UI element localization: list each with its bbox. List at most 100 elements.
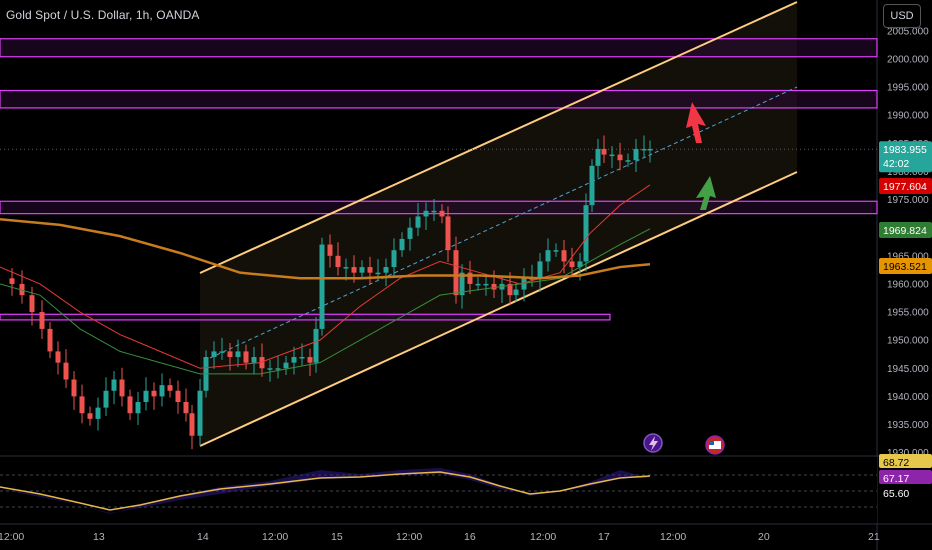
time-tick-label: 13 [93, 531, 105, 543]
ma-mid-line [0, 228, 651, 375]
candle-body [79, 396, 85, 414]
time-tick-label: 20 [758, 531, 770, 543]
time-tick-label: 12:00 [530, 531, 556, 543]
candle-body [601, 148, 607, 155]
candle-body [307, 357, 313, 363]
time-tick-label: 15 [331, 531, 343, 543]
candle-body [87, 413, 93, 419]
ma-mid-badge [879, 222, 932, 238]
countdown-label: 42:02 [883, 158, 909, 170]
us-flag-icon-stripe [709, 441, 721, 449]
candle-body [647, 148, 653, 151]
candle-body [313, 328, 319, 363]
resistance-zone [0, 313, 611, 321]
candle-body [119, 379, 125, 397]
candle-body [521, 278, 527, 290]
oscillator-fill [0, 468, 650, 514]
candle-body [197, 390, 203, 436]
candle-body [159, 385, 165, 397]
candle-body [267, 368, 273, 370]
price-tick-label: 1995.000 [887, 83, 929, 94]
candle-body [219, 351, 225, 353]
candle-body [71, 379, 77, 397]
price-tick-label: 1935.000 [887, 420, 929, 431]
candle-body [367, 267, 373, 273]
candle-body [359, 267, 365, 273]
candle-body [507, 283, 513, 296]
price-tick-label: 1980.000 [887, 167, 929, 178]
resistance-zone [0, 38, 878, 58]
candle-body [19, 283, 25, 296]
ma-slow-badge-label: 1963.521 [883, 261, 927, 273]
channel-upper-line [199, 1, 798, 274]
candle-body [291, 357, 297, 363]
candle-body [111, 379, 117, 391]
candle-body [175, 390, 181, 403]
candle-body [39, 312, 45, 329]
candle-body [9, 278, 15, 284]
candle-body [445, 216, 451, 251]
candle-body [47, 328, 53, 352]
candle-body [609, 154, 615, 157]
candle-body [589, 165, 595, 206]
candle-body [167, 385, 173, 391]
time-tick-label: 12:00 [660, 531, 686, 543]
candle-body [227, 351, 233, 358]
candle-body [251, 357, 257, 363]
channel-mid-line [209, 86, 798, 359]
time-tick-label: 12:00 [0, 531, 24, 543]
osc-top-badge-label: 68.72 [883, 457, 909, 469]
oscillator-line [0, 471, 651, 511]
ma-fast-badge [879, 178, 932, 194]
candle-body [335, 255, 341, 268]
price-tick-label: 1965.000 [887, 251, 929, 262]
candle-body [103, 390, 109, 408]
osc-mid-badge-label: 67.17 [883, 473, 909, 485]
candle-body [151, 390, 157, 397]
ma-fast-badge-label: 1977.604 [883, 181, 927, 193]
candle-body [95, 407, 101, 419]
time-tick-label: 16 [464, 531, 476, 543]
candle-body [29, 295, 35, 313]
price-tick-label: 1990.000 [887, 111, 929, 122]
candle-body [633, 148, 639, 161]
candle-body [55, 351, 61, 363]
candle-body [127, 396, 133, 414]
candle-body [143, 390, 149, 403]
price-tick-label: 1955.000 [887, 308, 929, 319]
time-tick-label: 12:00 [396, 531, 422, 543]
candle-body [351, 267, 357, 273]
candle-body [577, 261, 583, 268]
candle-body [641, 148, 647, 151]
ma-slow-badge [879, 258, 932, 274]
candle-body [545, 250, 551, 262]
currency-button[interactable]: USD [883, 4, 921, 28]
candle-body [569, 261, 575, 268]
price-tick-label: 2000.000 [887, 55, 929, 66]
down-arrow-icon [686, 102, 706, 143]
osc-low-badge-label: 65.60 [883, 488, 909, 500]
candle-body [243, 351, 249, 363]
candle-body [283, 362, 289, 369]
candle-body [459, 272, 465, 296]
candle-body [327, 244, 333, 256]
osc-mid-badge [879, 470, 932, 484]
candle-body [415, 216, 421, 228]
oscillator-pane [0, 457, 877, 523]
candle-body [583, 205, 589, 262]
price-tick-label: 1975.000 [887, 195, 929, 206]
candle-body [383, 267, 389, 273]
candle-body [275, 368, 281, 370]
candle-body [553, 250, 559, 252]
price-tick-label: 2005.000 [887, 26, 929, 37]
candle-body [439, 210, 445, 217]
candle-body [407, 227, 413, 239]
up-arrow-icon [696, 176, 716, 210]
time-tick-label: 17 [598, 531, 610, 543]
candle-body [343, 267, 349, 269]
candle-body [537, 261, 543, 279]
candle-body [399, 238, 405, 251]
price-tick-label: 1960.000 [887, 279, 929, 290]
candle-body [491, 283, 497, 290]
